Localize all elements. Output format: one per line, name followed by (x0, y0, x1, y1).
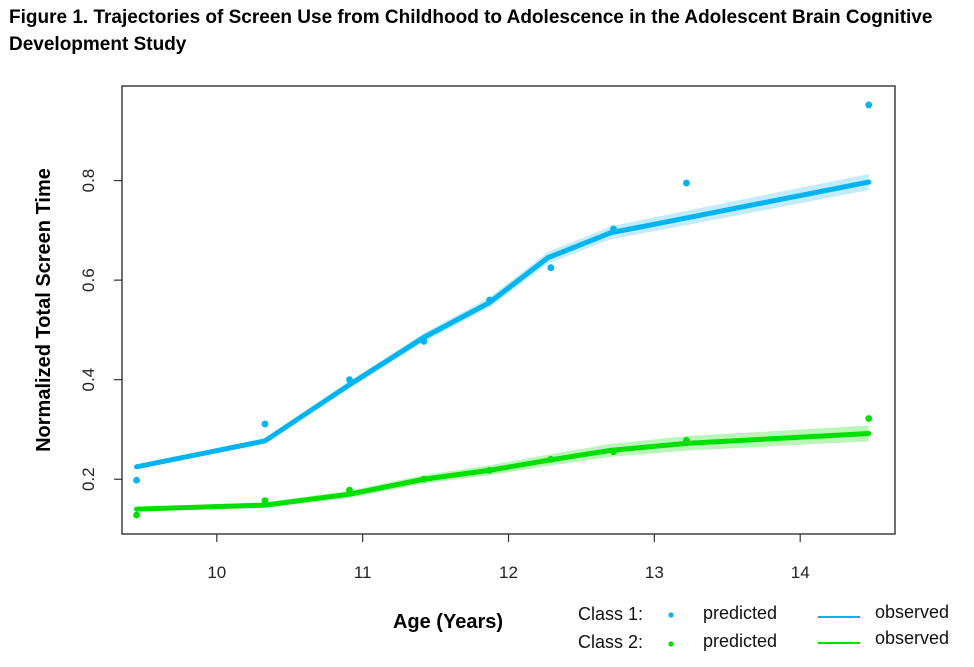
observed-lines (134, 179, 872, 512)
class2-predicted-point (486, 466, 493, 474)
class1-predicted-point (133, 476, 140, 484)
class1-predicted-point (547, 264, 555, 272)
legend-class2-label: Class 2: (578, 632, 643, 652)
class1-predicted-point (486, 296, 493, 304)
class1-predicted-point (610, 225, 617, 233)
y-tick-label: 0.2 (79, 467, 98, 491)
x-tick-label: 11 (354, 563, 372, 582)
class2-predicted-point (346, 486, 353, 494)
legend-class1-predicted-marker (668, 612, 674, 618)
legend-class1-observed-label: observed (875, 602, 949, 622)
class2-predicted-point (133, 511, 140, 519)
y-tick-label: 0.8 (79, 169, 98, 193)
class1-predicted-point (865, 101, 873, 109)
class1-confidence-band (136, 174, 869, 469)
class1-predicted-point (420, 337, 428, 345)
x-axis: 10 11 12 13 14 (207, 534, 810, 582)
class1-predicted-point (683, 179, 690, 187)
class2-predicted-point (683, 437, 690, 444)
class2-predicted-point (547, 455, 555, 463)
legend-class2-predicted-marker (668, 641, 674, 647)
legend: Class 1: predicted observed Class 2: pre… (578, 602, 949, 652)
x-tick-label: 13 (645, 563, 664, 582)
class2-predicted-point (610, 448, 617, 456)
legend-class1-predicted-label: predicted (703, 603, 777, 623)
x-tick-label: 12 (499, 563, 518, 582)
class2-predicted-point (865, 415, 873, 422)
x-tick-label: 10 (207, 563, 226, 582)
y-tick-label: 0.4 (79, 368, 98, 392)
y-tick-label: 0.6 (79, 268, 98, 292)
y-axis-title: Normalized Total Screen Time (33, 168, 55, 452)
x-tick-label: 14 (791, 563, 810, 582)
legend-class1-label: Class 1: (578, 604, 643, 624)
predicted-points (133, 101, 873, 519)
class1-predicted-point (261, 420, 269, 428)
class1-observed-line (134, 179, 872, 470)
class2-predicted-point (420, 475, 428, 483)
confidence-bands (136, 174, 869, 512)
legend-class2-observed-label: observed (875, 628, 949, 648)
class1-predicted-point (346, 376, 353, 384)
class2-predicted-point (261, 497, 269, 505)
x-axis-title: Age (Years) (393, 611, 503, 633)
legend-class2-predicted-label: predicted (703, 631, 777, 651)
y-axis: 0.2 0.4 0.6 0.8 (79, 169, 122, 491)
figure-title: Figure 1. Trajectories of Screen Use fro… (9, 7, 933, 55)
